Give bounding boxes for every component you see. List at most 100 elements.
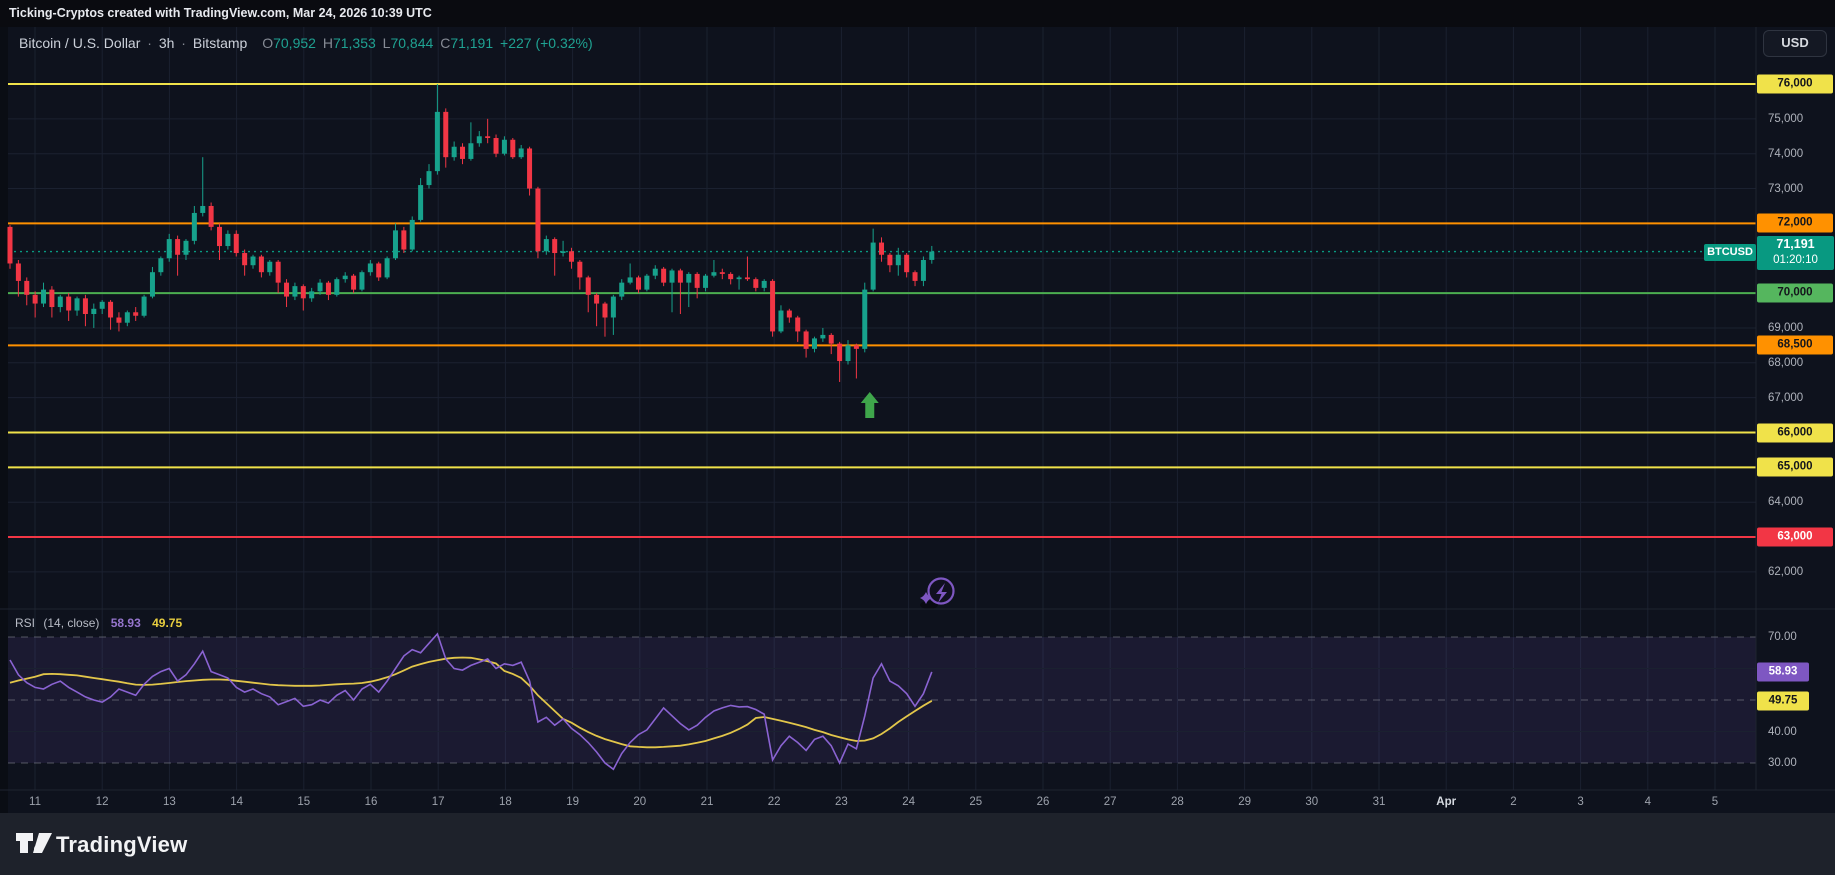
candle xyxy=(217,226,222,247)
time-axis-label: 29 xyxy=(1238,796,1251,808)
rsi-legend[interactable]: RSI (14, close) 58.93 49.75 xyxy=(15,615,182,631)
left-margin xyxy=(0,27,8,813)
symbol-flag-text: BTCUSD xyxy=(1707,246,1753,258)
price-axis-label: 64,000 xyxy=(1768,496,1804,509)
candle xyxy=(879,242,885,255)
candle xyxy=(837,343,843,362)
candle xyxy=(233,233,239,254)
price-line-badge[interactable]: 76,000 xyxy=(1757,74,1833,94)
candle xyxy=(250,256,256,266)
time-axis-label: 3 xyxy=(1577,796,1584,808)
price-line-badge[interactable]: 65,000 xyxy=(1757,457,1833,477)
candle xyxy=(820,334,826,339)
rsi-axis-label: 40.00 xyxy=(1768,725,1797,738)
candle xyxy=(510,139,516,158)
open-label: O xyxy=(262,35,274,51)
candle xyxy=(443,111,449,158)
candle xyxy=(108,301,114,318)
interval-label[interactable]: 3h xyxy=(158,35,175,51)
candle xyxy=(300,286,306,299)
time-axis-label: 16 xyxy=(364,796,378,808)
candle xyxy=(384,258,390,278)
candle xyxy=(585,277,591,295)
candle xyxy=(158,258,164,273)
candle xyxy=(225,233,231,247)
price-line-badge[interactable]: 68,500 xyxy=(1757,335,1833,355)
symbol-ohlc-row[interactable]: Bitcoin / U.S. Dollar · 3h · Bitstamp O7… xyxy=(19,33,596,53)
currency-toggle-button[interactable]: USD xyxy=(1763,30,1827,57)
candle xyxy=(895,254,901,266)
candle xyxy=(770,280,776,332)
footer-bar: TradingView xyxy=(0,813,1835,875)
candle xyxy=(920,259,926,281)
buy-arrow-marker[interactable] xyxy=(860,392,879,418)
candle xyxy=(602,303,608,318)
candle xyxy=(275,261,281,283)
candle xyxy=(711,272,717,276)
candle xyxy=(401,230,407,250)
time-axis-label: 28 xyxy=(1170,796,1184,808)
candle xyxy=(527,148,533,189)
candle xyxy=(434,111,440,172)
candle xyxy=(351,275,357,290)
rsi-pane-decoration xyxy=(8,636,1756,764)
tradingview-brand-text[interactable]: TradingView xyxy=(56,832,188,857)
low-value: 70,844 xyxy=(390,35,434,51)
time-axis-label: 17 xyxy=(431,796,445,808)
time-axis-label: 27 xyxy=(1103,796,1117,808)
candle xyxy=(451,146,457,158)
candle xyxy=(32,294,38,304)
candle xyxy=(317,282,323,292)
candle xyxy=(292,286,298,297)
time-axis-label: 18 xyxy=(498,796,512,808)
candle xyxy=(552,239,558,254)
price-line-badge[interactable]: 72,000 xyxy=(1757,213,1833,233)
candle xyxy=(409,219,415,250)
price-line-badge[interactable]: 70,000 xyxy=(1757,283,1833,303)
symbol-title[interactable]: Bitcoin / U.S. Dollar xyxy=(19,35,141,51)
price-alert-lines xyxy=(8,83,1756,539)
candle xyxy=(49,289,55,308)
flash-boost-icon xyxy=(920,577,955,609)
candle xyxy=(284,282,290,297)
time-axis-label: 25 xyxy=(969,796,983,808)
candle xyxy=(24,280,30,295)
candle xyxy=(418,185,424,220)
candles-series xyxy=(7,84,935,382)
candle xyxy=(627,277,633,283)
rsi-axis-label: 30.00 xyxy=(1768,757,1797,769)
price-line-badge[interactable]: 63,000 xyxy=(1757,527,1833,547)
price-axis-label: 67,000 xyxy=(1768,391,1804,404)
candle xyxy=(518,148,524,158)
candle xyxy=(677,270,683,283)
candle xyxy=(694,273,700,288)
price-axis[interactable]: 75,000 74,000 73,000 69,000 68,000 67,000 64,0… xyxy=(1756,27,1835,790)
candle xyxy=(661,268,667,283)
change-value: +227 (+0.32%) xyxy=(500,35,593,51)
candle xyxy=(795,317,801,332)
time-axis-label: 30 xyxy=(1305,796,1319,808)
price-axis-label: 73,000 xyxy=(1768,182,1804,195)
candle xyxy=(334,279,340,295)
candle xyxy=(761,280,767,288)
candle xyxy=(485,136,491,139)
candle xyxy=(803,331,809,349)
candle xyxy=(811,338,817,349)
candle xyxy=(853,345,859,349)
pane-borders xyxy=(0,27,1835,791)
candle xyxy=(686,273,692,283)
low-label: L xyxy=(382,35,391,51)
tradingview-logo-icon[interactable] xyxy=(14,829,54,859)
time-axis-label: 5 xyxy=(1711,796,1719,808)
candle xyxy=(367,263,373,273)
price-axis-label: 69,000 xyxy=(1768,321,1804,334)
candle xyxy=(57,296,63,308)
candle xyxy=(258,256,264,273)
time-axis[interactable]: 11 12 13 14 15 16 17 18 19 20 21 22 23 24 25 26 27 28 29 30… xyxy=(0,790,1835,813)
rsi-line xyxy=(9,632,933,771)
price-line-badge[interactable]: 66,000 xyxy=(1757,423,1833,442)
candle xyxy=(493,138,499,154)
candle xyxy=(644,275,650,290)
rsi-value-badge: 49.75 xyxy=(1757,691,1809,711)
